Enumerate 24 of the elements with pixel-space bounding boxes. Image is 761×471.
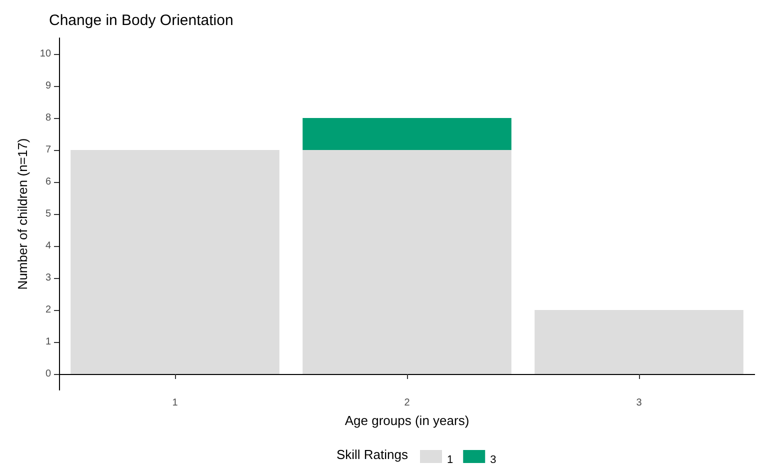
bar: [70, 150, 280, 374]
y-tick-label: 2: [45, 304, 52, 316]
bar: [534, 310, 744, 374]
y-tick-label: 8: [45, 112, 52, 124]
x-tick-label: 2: [404, 398, 410, 408]
legend-label: 1: [447, 454, 454, 466]
x-tick-label: 1: [172, 398, 178, 408]
bar: [302, 150, 512, 374]
y-axis-title: Number of children (n=17): [15, 138, 30, 290]
y-tick-label: 5: [45, 208, 52, 220]
chart-title: Change in Body Orientation: [49, 12, 234, 29]
y-tick-label: 1: [45, 336, 52, 348]
x-axis-title: Age groups (in years): [344, 413, 470, 428]
legend-title: Skill Ratings: [336, 447, 408, 462]
y-tick-label: 9: [45, 80, 52, 92]
y-tick-label: 6: [45, 176, 52, 188]
legend-label: 3: [490, 454, 496, 466]
y-tick-label: 10: [40, 48, 52, 60]
y-tick-label: 3: [45, 272, 52, 284]
y-tick-label: 0: [45, 368, 52, 380]
y-tick-label: 7: [45, 144, 52, 156]
bar: [302, 118, 512, 150]
y-tick-label: 4: [45, 240, 52, 252]
x-tick-label: 3: [636, 398, 642, 408]
